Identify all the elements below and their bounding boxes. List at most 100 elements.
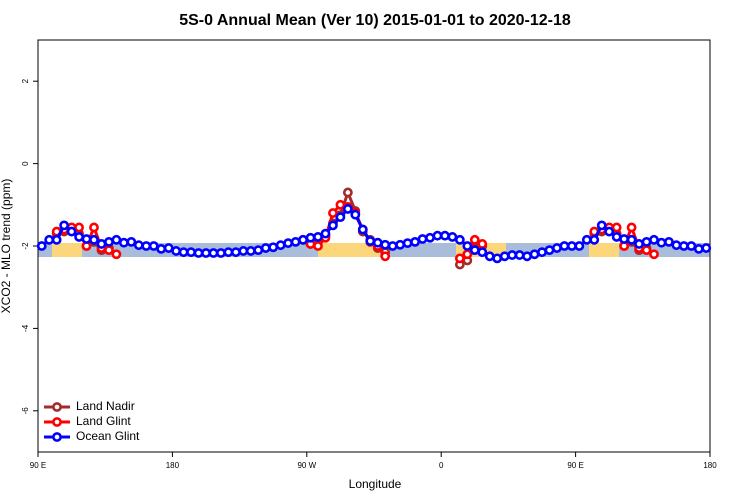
point	[313, 241, 323, 251]
point	[432, 230, 443, 241]
point	[111, 249, 122, 260]
point	[529, 249, 540, 260]
point	[365, 236, 376, 246]
point	[380, 251, 391, 262]
x-axis-label: Longitude	[349, 477, 402, 491]
y-tick-label: 2	[21, 78, 30, 83]
point	[74, 222, 84, 233]
point	[626, 222, 637, 233]
point	[417, 234, 428, 244]
point	[477, 247, 488, 258]
point	[462, 249, 473, 260]
point	[454, 253, 465, 264]
point	[626, 234, 637, 245]
point	[649, 234, 659, 245]
point	[126, 236, 137, 247]
point	[186, 247, 196, 258]
point	[268, 242, 279, 253]
point	[634, 239, 644, 249]
legend-label: Land Nadir	[76, 399, 135, 413]
point	[492, 253, 503, 264]
land-band	[589, 243, 619, 257]
point	[522, 251, 532, 262]
point	[342, 187, 353, 198]
point	[701, 243, 712, 253]
y-axis-label: XCO2 - MLO trend (ppm)	[0, 179, 13, 314]
point	[686, 241, 697, 251]
point	[469, 245, 480, 256]
point	[596, 220, 607, 231]
point	[611, 232, 622, 242]
point	[499, 251, 510, 262]
point	[342, 204, 353, 214]
point	[350, 209, 361, 220]
y-tick-label: 0	[21, 161, 30, 166]
point	[678, 241, 689, 251]
point	[104, 245, 114, 256]
legend-label: Ocean Glint	[76, 429, 140, 443]
point	[537, 247, 547, 258]
point	[208, 248, 219, 258]
point	[462, 241, 473, 251]
point	[566, 241, 577, 251]
x-tick-label: 90 E	[30, 461, 46, 470]
point	[156, 243, 167, 254]
point	[507, 250, 518, 260]
point	[51, 234, 62, 245]
legend-marker	[52, 402, 62, 412]
point	[163, 243, 174, 253]
point	[552, 243, 562, 253]
point	[357, 224, 368, 235]
x-tick-label: 180	[703, 461, 717, 470]
point	[425, 232, 435, 243]
point	[305, 232, 316, 243]
point	[440, 230, 450, 241]
point	[216, 248, 226, 258]
point	[656, 237, 667, 248]
point	[201, 248, 211, 258]
point	[454, 234, 465, 245]
point	[469, 234, 480, 245]
point	[484, 251, 495, 262]
y-tick-label: -6	[21, 407, 30, 415]
point	[245, 246, 256, 256]
point	[387, 241, 398, 251]
point	[395, 239, 406, 250]
point	[671, 240, 682, 251]
point	[589, 234, 600, 245]
land-band	[318, 243, 380, 257]
plot: -6 -4 -2 0 2 90 E 180 90 W 0 90 E 180 Land NadirLan…	[21, 78, 717, 470]
point	[238, 246, 249, 256]
x-tick-label: 180	[166, 461, 180, 470]
point	[283, 238, 294, 249]
point	[641, 236, 652, 247]
point	[313, 232, 323, 242]
legend-marker	[52, 417, 62, 427]
point	[447, 232, 458, 242]
y-tick-label: -4	[21, 324, 30, 332]
land-band	[52, 243, 82, 257]
point	[641, 245, 652, 256]
legend-marker	[52, 432, 62, 442]
point	[664, 236, 674, 247]
point	[649, 249, 659, 260]
point	[335, 199, 346, 210]
point	[36, 241, 47, 251]
point	[111, 234, 122, 245]
point	[66, 226, 77, 237]
point	[581, 234, 592, 245]
point	[96, 239, 107, 249]
x-tick-label: 0	[439, 461, 444, 470]
point	[59, 220, 70, 231]
point	[223, 247, 234, 258]
point	[402, 238, 413, 249]
point	[89, 222, 99, 233]
point	[148, 241, 159, 251]
legend-label: Land Glint	[76, 414, 131, 428]
y-tick-label: -2	[21, 242, 30, 250]
point	[380, 239, 391, 250]
point	[604, 226, 615, 237]
point	[230, 247, 241, 258]
point	[410, 236, 420, 247]
